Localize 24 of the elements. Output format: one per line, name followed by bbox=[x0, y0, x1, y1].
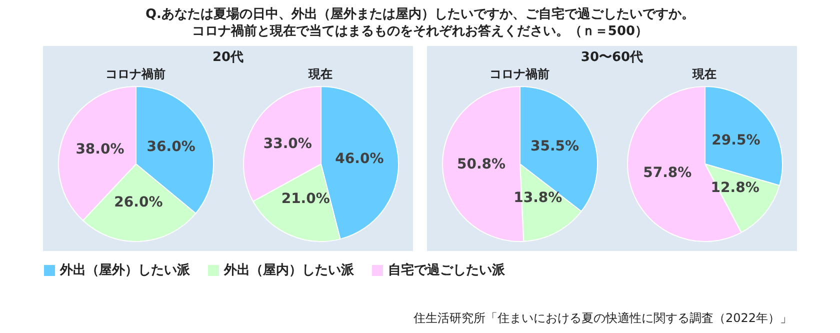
text: コロナ禍前と現在で当てはまるものをそれぞれお答えください。（ｎ＝500） bbox=[190, 23, 650, 40]
chart-title: 現在 bbox=[692, 66, 716, 83]
data-label: 57.8% bbox=[642, 164, 692, 181]
data-label: 35.5% bbox=[530, 138, 579, 155]
text: Q.あなたは夏場の日中、外出（屋外または屋内）したいですか、ご自宅で過ごしたいですか。 bbox=[144, 6, 696, 23]
legend-label: 自宅で過ごしたい派 bbox=[388, 262, 505, 279]
data-label: 33.0% bbox=[262, 136, 312, 152]
chart-subtitle: 20代 bbox=[211, 49, 245, 66]
data-label: 29.5% bbox=[711, 132, 760, 148]
data-label: 36.0% bbox=[146, 139, 195, 156]
data-label: 38.0% bbox=[75, 141, 124, 158]
data-label: 26.0% bbox=[114, 194, 162, 210]
legend-label: 外出（屋内）したい派 bbox=[224, 262, 354, 279]
chart-title: 現在 bbox=[308, 66, 332, 83]
text: 住生活研究所「住まいにおける夏の快適性に関する調査（2022年）」 bbox=[413, 310, 792, 327]
legend-label: 外出（屋外）したい派 bbox=[60, 262, 190, 279]
data-label: 12.8% bbox=[710, 180, 759, 196]
data-label: 46.0% bbox=[334, 150, 384, 167]
data-label: 50.8% bbox=[456, 156, 506, 173]
chart-title: コロナ禍前 bbox=[490, 66, 550, 83]
data-label: 13.8% bbox=[513, 190, 562, 206]
chart-title: コロナ禍前 bbox=[106, 66, 166, 83]
data-label: 21.0% bbox=[280, 191, 330, 208]
chart-subtitle: 30〜60代 bbox=[580, 49, 644, 66]
